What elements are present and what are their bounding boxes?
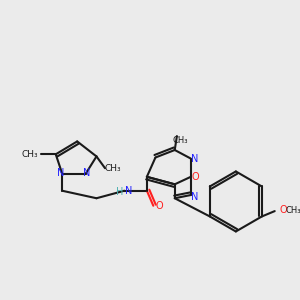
Text: N: N [83, 167, 91, 178]
Text: N: N [125, 186, 132, 196]
Text: CH₃: CH₃ [172, 136, 188, 145]
Text: CH₃: CH₃ [285, 206, 300, 214]
Text: CH₃: CH₃ [104, 164, 121, 173]
Text: O: O [280, 205, 287, 215]
Text: N: N [191, 154, 199, 164]
Text: O: O [191, 172, 199, 182]
Text: O: O [156, 201, 164, 211]
Text: N: N [57, 167, 65, 178]
Text: H: H [116, 187, 124, 197]
Text: N: N [191, 192, 199, 202]
Text: CH₃: CH₃ [22, 150, 38, 159]
